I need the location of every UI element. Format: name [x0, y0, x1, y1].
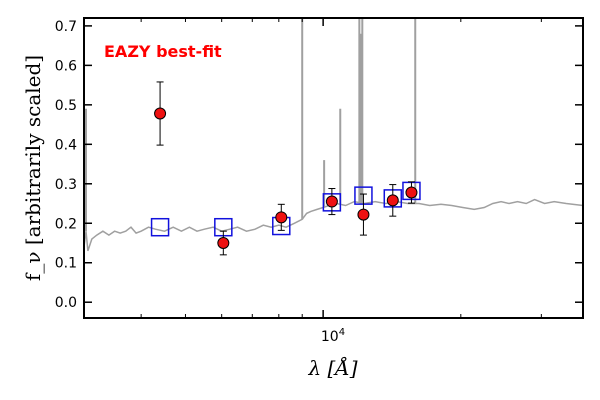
x-tick-label-base: 10 — [321, 329, 339, 345]
observed-photometry-layer — [154, 81, 418, 256]
plot-frame — [83, 17, 584, 319]
observed-point — [154, 107, 167, 120]
x-tick-label: 104 — [321, 327, 345, 345]
sed-line — [83, 198, 584, 252]
y-tick-label: 0.0 — [55, 295, 77, 311]
axis-ticks — [84, 18, 583, 318]
y-tick-label: 0.2 — [55, 216, 77, 232]
x-axis-label: λ [Å] — [307, 355, 357, 380]
sed-layer — [83, 18, 584, 252]
y-tick-label: 0.6 — [55, 58, 77, 74]
y-tick-label: 0.4 — [55, 137, 77, 153]
y-tick-label: 0.5 — [55, 98, 77, 114]
y-tick-labels: 0.0 0.1 0.2 0.3 0.4 0.5 0.6 0.7 — [55, 19, 77, 311]
observed-point — [217, 237, 230, 249]
observed-point — [325, 195, 338, 208]
model-box — [150, 217, 170, 237]
y-tick-label: 0.3 — [55, 177, 77, 193]
observed-point — [405, 186, 418, 199]
observed-point — [357, 208, 370, 221]
y-tick-label: 0.1 — [55, 256, 77, 272]
y-axis-label: f_ν [arbitrarily scaled] — [21, 55, 45, 281]
observed-point — [275, 211, 288, 224]
eazy-annotation: EAZY best-fit — [104, 42, 222, 61]
emission-lines — [84, 18, 417, 232]
observed-point — [386, 194, 399, 207]
x-tick-label-exponent: 4 — [339, 327, 345, 338]
y-tick-label: 0.7 — [55, 19, 77, 35]
